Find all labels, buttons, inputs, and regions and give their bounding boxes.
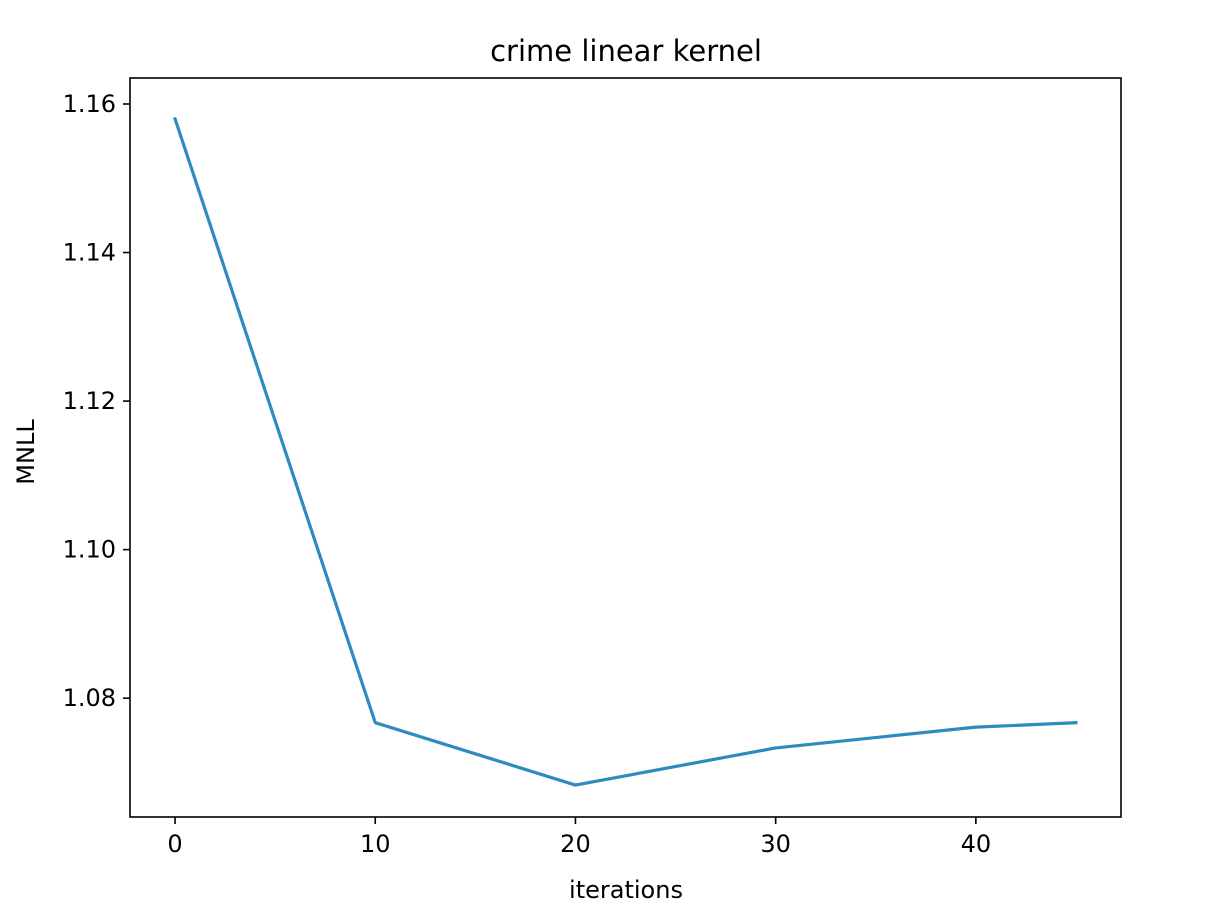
y-tick-label: 1.16: [63, 90, 116, 118]
x-tick-label: 20: [560, 830, 591, 858]
x-tick-label: 40: [961, 830, 992, 858]
x-tick-label: 10: [360, 830, 391, 858]
chart-title: crime linear kernel: [490, 34, 762, 68]
series-line-0: [173, 116, 1078, 787]
axes: 0 10 20 30 40 1.08 1.10 1.12 1.14 1.16: [63, 77, 1122, 858]
x-tick-label: 30: [760, 830, 791, 858]
y-tick-label: 1.14: [63, 239, 116, 267]
plot-area: [173, 116, 1078, 787]
y-axis-label: MNLL: [12, 419, 40, 485]
y-tick-label: 1.08: [63, 684, 116, 712]
x-tick-label: 0: [167, 830, 182, 858]
y-tick-label: 1.12: [63, 387, 116, 415]
y-tick-label: 1.10: [63, 536, 116, 564]
plot-frame: [129, 77, 1122, 818]
x-axis-label: iterations: [569, 876, 683, 904]
